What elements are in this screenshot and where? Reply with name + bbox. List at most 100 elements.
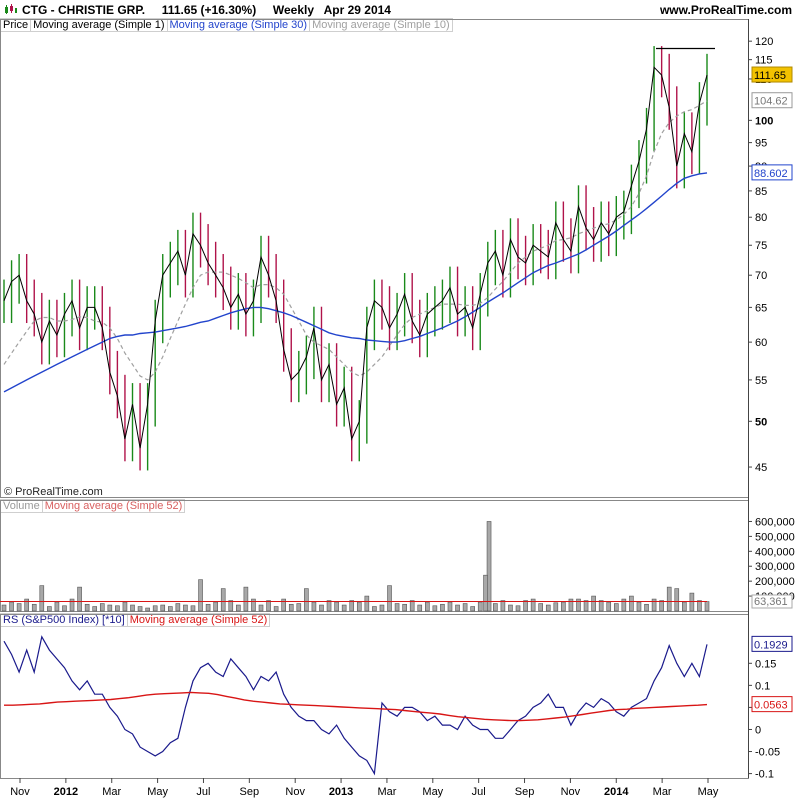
last-price-label-box — [751, 66, 793, 83]
volume-bar — [621, 598, 627, 612]
volume-bar — [447, 601, 453, 612]
legend-volume[interactable]: Volume — [0, 499, 43, 513]
volume-bar — [372, 606, 377, 612]
volume-bar — [349, 600, 355, 612]
volume-bar — [674, 588, 680, 612]
panel-frame — [0, 500, 749, 612]
rs-tick-label: -0.05 — [755, 747, 780, 759]
legend-volume-ma[interactable]: Moving average (Simple 52) — [41, 499, 186, 513]
x-tick-label: Sep — [515, 786, 535, 798]
x-tick-label: May — [422, 786, 443, 798]
quote-date: Apr 29 2014 — [323, 3, 391, 17]
volume-bar — [190, 605, 196, 612]
volume-bar — [659, 600, 664, 612]
volume-bar — [130, 604, 135, 612]
volume-bar — [213, 601, 218, 612]
rs-tick-label: 0.1 — [755, 680, 770, 692]
rs-tick-label: 0 — [755, 724, 761, 736]
legend-ma1[interactable]: Moving average (Simple 1) — [30, 18, 168, 32]
volume-bar — [530, 598, 536, 612]
volume-bar — [288, 603, 294, 612]
ma10-last-label-box — [751, 92, 793, 109]
site-link[interactable]: www.ProRealTime.com — [659, 3, 792, 17]
volume-bar — [296, 603, 302, 612]
volume-bar — [523, 600, 528, 612]
volume-bar — [545, 604, 551, 612]
price-tick-label: 70 — [755, 270, 767, 282]
price-tick-label: 65 — [755, 302, 767, 314]
rs-legend: RS (S&P500 Index) [*10] Moving average (S… — [0, 613, 271, 628]
volume-ma-label: 63,361 — [754, 596, 788, 608]
volume-bar — [500, 600, 506, 612]
x-tick-label: Mar — [377, 786, 396, 798]
volume-bar — [220, 588, 226, 612]
volume-tick-label: 600,000 — [755, 516, 795, 528]
volume-bar — [152, 605, 158, 612]
x-tick-label: Mar — [653, 786, 672, 798]
volume-bar — [629, 595, 634, 612]
volume-bar — [122, 601, 128, 612]
price-legend: Price Moving average (Simple 1) Moving ave… — [0, 18, 453, 33]
chart-title: CTG - CHRISTIE GRP. 111.65 (+16.30%) Wee… — [22, 3, 391, 17]
legend-ma30[interactable]: Moving average (Simple 30) — [166, 18, 311, 32]
volume-bar — [236, 604, 241, 612]
ma30-line — [3, 172, 708, 393]
rs-tick-label: 0.15 — [755, 658, 776, 670]
symbol-title: CTG - CHRISTIE GRP. — [22, 3, 146, 17]
volume-spike-bar — [486, 521, 492, 612]
volume-bar — [493, 603, 498, 612]
volume-bar — [515, 605, 521, 612]
legend-price[interactable]: Price — [0, 18, 32, 32]
copyright-text: © ProRealTime.com — [4, 486, 103, 498]
x-tick-label: Nov — [561, 786, 581, 798]
volume-bar — [311, 601, 317, 612]
x-tick-label: 2013 — [329, 786, 353, 798]
volume-bar — [24, 598, 29, 612]
volume-bar — [591, 595, 596, 612]
legend-rs[interactable]: RS (S&P500 Index) [*10] — [0, 613, 128, 627]
x-tick-label: Jul — [472, 786, 486, 798]
volume-bar — [666, 586, 672, 612]
volume-bar — [54, 601, 60, 612]
volume-bar — [243, 586, 249, 612]
volume-bar — [198, 579, 203, 612]
volume-bar — [205, 603, 211, 612]
volume-bar — [137, 606, 143, 612]
x-tick-label: Nov — [10, 786, 30, 798]
rs-ma-line — [4, 691, 708, 722]
ma30-last-label-box — [751, 164, 793, 181]
price-tick-label: 100 — [755, 115, 773, 127]
volume-bar — [387, 585, 392, 612]
x-tick-label: 2012 — [54, 786, 78, 798]
volume-bar — [62, 605, 67, 612]
volume-bar — [644, 603, 649, 612]
volume-bar — [462, 603, 468, 612]
panel-frame — [0, 19, 749, 498]
price-tick-label: 45 — [755, 462, 767, 474]
volume-tick-label: 300,000 — [755, 561, 795, 573]
ma10-line — [3, 100, 708, 381]
volume-bar — [251, 598, 256, 612]
volume-bar — [402, 603, 407, 612]
volume-bar — [651, 598, 657, 612]
volume-bar — [704, 601, 710, 612]
volume-bar — [425, 601, 430, 612]
volume-bar — [440, 603, 445, 612]
legend-rs-ma[interactable]: Moving average (Simple 52) — [126, 613, 271, 627]
volume-bar — [273, 606, 279, 612]
price-tick-label: 50 — [755, 416, 767, 428]
volume-bar — [1, 604, 7, 612]
chart-header: CTG - CHRISTIE GRP. 111.65 (+16.30%) Wee… — [0, 0, 800, 19]
volume-bar — [92, 606, 98, 612]
price-tick-label: 60 — [755, 337, 767, 349]
price-tick-label: 75 — [755, 240, 767, 252]
legend-ma10[interactable]: Moving average (Simple 10) — [309, 18, 453, 32]
volume-bar — [326, 600, 332, 612]
volume-tick-label: 200,000 — [755, 576, 795, 588]
volume-bar — [583, 600, 589, 612]
last-price-label: 111.65 — [754, 70, 786, 82]
x-tick-label: 2014 — [604, 786, 629, 798]
ma30-last-label: 88.602 — [754, 168, 788, 180]
volume-bar — [409, 600, 415, 612]
